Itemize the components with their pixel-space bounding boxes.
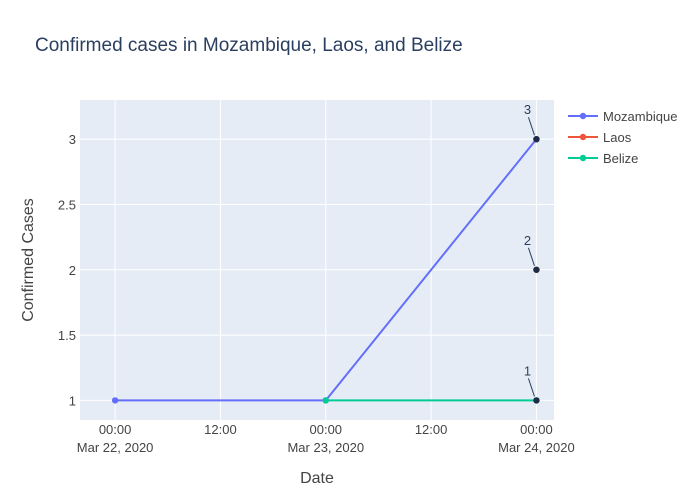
x-tick-date-label: Mar 22, 2020 — [77, 440, 154, 455]
annotation-marker — [533, 397, 540, 404]
x-axis-ticks: 00:00 Mar 22, 2020 12:00 00:00 Mar 23, 2020 1… — [77, 422, 575, 455]
y-axis-title: Confirmed Cases — [20, 198, 37, 322]
legend-label: Belize — [603, 151, 638, 166]
plot-area — [80, 100, 554, 420]
legend-item-mozambique[interactable]: Mozambique — [568, 109, 677, 124]
legend-label: Laos — [603, 130, 632, 145]
gridlines — [80, 100, 554, 420]
x-tick-label: 00:00 — [310, 422, 343, 437]
annotation-arrow — [527, 247, 535, 266]
data-point-mozambique[interactable] — [111, 397, 119, 404]
data-point-belize[interactable] — [322, 397, 329, 404]
y-tick-label: 1.5 — [58, 328, 76, 343]
legend[interactable]: Mozambique Laos Belize — [568, 109, 677, 166]
annotation-arrow — [527, 378, 535, 397]
legend-label: Mozambique — [603, 109, 677, 124]
y-tick-label: 1 — [69, 393, 76, 408]
annotation-marker — [533, 135, 540, 143]
y-tick-label: 2.5 — [58, 197, 76, 212]
annotation-label: 2 — [524, 233, 531, 248]
annotation-marker — [533, 266, 540, 273]
annotation-label: 3 — [524, 102, 531, 117]
legend-item-belize[interactable]: Belize — [568, 151, 638, 166]
x-tick-label: 00:00 — [520, 422, 553, 437]
legend-swatch-marker — [579, 154, 587, 162]
x-tick-date-label: Mar 24, 2020 — [498, 440, 575, 455]
x-tick-label: 12:00 — [204, 422, 237, 437]
y-tick-label: 2 — [69, 263, 76, 278]
annotation-arrow — [527, 117, 535, 136]
x-tick-label: 12:00 — [415, 422, 448, 437]
legend-swatch-marker — [579, 133, 587, 141]
annotations: 3 2 1 — [524, 102, 540, 404]
chart-title: Confirmed cases in Mozambique, Laos, and… — [35, 35, 463, 56]
y-axis-ticks: 1 1.5 2 2.5 3 — [58, 132, 76, 408]
legend-item-laos[interactable]: Laos — [568, 130, 632, 145]
x-axis-title: Date — [300, 470, 334, 487]
annotation-label: 1 — [524, 363, 531, 378]
x-tick-label: 00:00 — [99, 422, 132, 437]
legend-swatch-marker — [579, 112, 587, 120]
x-tick-date-label: Mar 23, 2020 — [287, 440, 364, 455]
y-tick-label: 3 — [69, 132, 76, 147]
